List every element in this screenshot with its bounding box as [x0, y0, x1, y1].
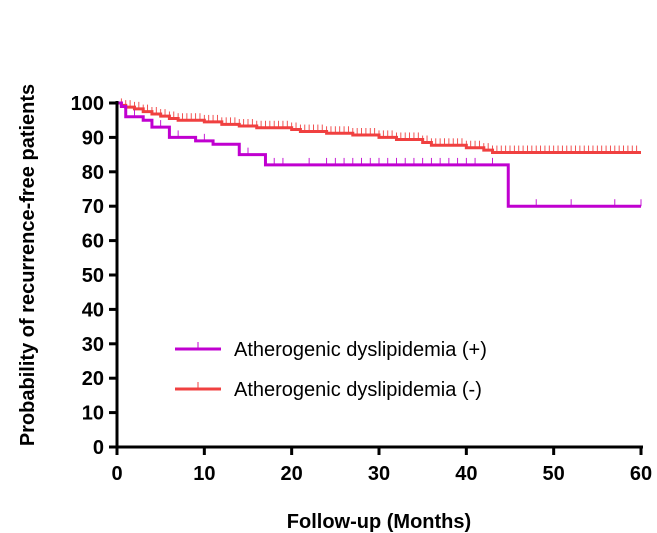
x-axis-ticks: 0 10 20 30 40 50 60 [111, 447, 652, 485]
y-tick-label: 90 [82, 127, 104, 149]
series-positive [117, 101, 642, 208]
y-tick-label: 70 [82, 196, 104, 218]
y-tick-label: 0 [93, 437, 104, 459]
y-tick-label: 50 [82, 265, 104, 287]
survival-curves [117, 98, 642, 208]
legend-label-positive: Atherogenic dyslipidemia (+) [234, 339, 487, 361]
y-axis-ticks: 0 10 20 30 40 50 60 70 80 90 100 [71, 93, 117, 459]
x-axis-title: Follow-up (Months) [287, 511, 471, 533]
x-tick-label: 50 [543, 463, 565, 485]
y-tick-label: 30 [82, 334, 104, 356]
x-tick-label: 0 [111, 463, 122, 485]
legend-entry-negative: Atherogenic dyslipidemia (-) [175, 379, 482, 401]
survival-line [117, 101, 641, 155]
x-tick-label: 40 [455, 463, 477, 485]
y-axis-title: Probability of recurrence-free patients [17, 84, 39, 446]
legend-entry-positive: Atherogenic dyslipidemia (+) [175, 339, 487, 361]
legend: Atherogenic dyslipidemia (+) Atherogenic… [175, 339, 487, 401]
series-negative [117, 98, 641, 155]
x-tick-label: 20 [281, 463, 303, 485]
y-tick-label: 60 [82, 231, 104, 253]
y-tick-label: 100 [71, 93, 104, 115]
y-tick-label: 40 [82, 299, 104, 321]
y-tick-label: 20 [82, 368, 104, 390]
x-tick-label: 60 [630, 463, 652, 485]
x-tick-label: 10 [193, 463, 215, 485]
x-tick-label: 30 [368, 463, 390, 485]
y-tick-label: 10 [82, 403, 104, 425]
y-tick-label: 80 [82, 162, 104, 184]
legend-label-negative: Atherogenic dyslipidemia (-) [234, 379, 482, 401]
